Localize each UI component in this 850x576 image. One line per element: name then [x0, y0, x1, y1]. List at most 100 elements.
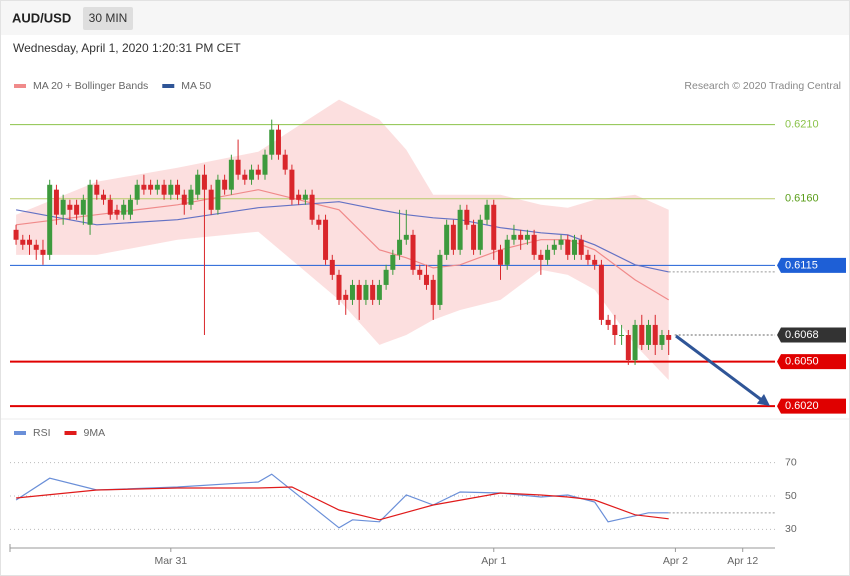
candle-body: [101, 194, 107, 200]
candle-body: [659, 335, 665, 345]
candle-body: [403, 234, 409, 240]
candle-body: [343, 294, 349, 300]
level-label-box: [777, 354, 846, 370]
x-tick-label: Apr 1: [481, 555, 506, 567]
candle-body: [289, 169, 295, 200]
candle-body: [444, 224, 450, 255]
y-tick-label: 70: [785, 456, 797, 468]
candle-body: [646, 324, 652, 345]
candle-body: [592, 259, 598, 265]
candle-body: [518, 234, 524, 240]
candle-body: [309, 194, 315, 220]
legend-swatch: [14, 431, 26, 435]
candle-body: [80, 199, 86, 215]
y-tick-label: 50: [785, 490, 797, 502]
bollinger-band: [16, 99, 669, 380]
candle-body: [228, 159, 234, 190]
candle-body: [356, 284, 362, 300]
candle-body: [336, 274, 342, 300]
candle-body: [612, 324, 618, 335]
candle-body: [40, 249, 46, 255]
candle-body: [585, 254, 591, 260]
level-label: 0.6020: [785, 400, 819, 412]
candle-body: [275, 129, 281, 155]
y-tick-label: 30: [785, 523, 797, 535]
candle-body: [33, 244, 39, 250]
candle-body: [329, 259, 335, 275]
candle-body: [619, 335, 625, 336]
x-tick-label: Apr 12: [727, 555, 758, 567]
interval-box[interactable]: [83, 7, 133, 30]
level-label-box: [777, 257, 846, 273]
legend-label: MA 20 + Bollinger Bands: [33, 80, 148, 92]
symbol: AUD/USD: [12, 10, 71, 25]
candle-body: [423, 274, 429, 285]
candle-body: [255, 169, 261, 175]
candle-body: [141, 184, 147, 190]
candle-body: [27, 239, 33, 245]
candle-body: [94, 184, 100, 195]
candle-body: [571, 239, 577, 255]
candle-body: [87, 184, 93, 225]
candle-body: [538, 254, 544, 260]
candle-body: [242, 174, 248, 180]
candle-body: [208, 189, 214, 210]
legend-label: RSI: [33, 427, 51, 439]
candle-body: [74, 204, 80, 215]
candle-body: [282, 154, 288, 170]
candle-body: [127, 199, 133, 215]
candle-body: [430, 279, 436, 305]
candle-body: [484, 204, 490, 220]
candle-body: [47, 184, 53, 255]
candle-body: [121, 204, 127, 215]
candle-body: [524, 234, 530, 240]
header-bar: [1, 1, 849, 35]
candle-body: [201, 174, 207, 190]
x-tick-label: Mar 31: [154, 555, 187, 567]
x-tick-label: Apr 2: [663, 555, 688, 567]
legend-label: MA 50: [181, 80, 211, 92]
candle-body: [181, 194, 187, 205]
candle-body: [20, 239, 26, 245]
candle-body: [598, 264, 604, 320]
series-line: [15, 473, 669, 529]
candle-body: [13, 229, 19, 240]
candle-body: [457, 209, 463, 250]
candle-body: [161, 184, 167, 195]
candle-body: [188, 189, 194, 205]
candle-body: [511, 234, 517, 240]
interval[interactable]: 30 MIN: [89, 11, 128, 25]
legend-swatch: [64, 431, 77, 435]
candle-body: [531, 234, 537, 255]
candle-body: [175, 184, 181, 195]
candle-body: [558, 239, 564, 245]
candle-body: [545, 249, 551, 260]
candle-body: [666, 335, 672, 340]
candle-body: [114, 209, 120, 215]
candle-body: [497, 249, 503, 265]
candle-body: [397, 239, 403, 255]
level-label: 0.6115: [785, 259, 818, 271]
candle-body: [249, 169, 255, 180]
candle-body: [168, 184, 174, 195]
level-label: 0.6050: [785, 356, 819, 368]
candle-body: [67, 204, 73, 210]
level-label: 0.6160: [785, 193, 819, 205]
level-label-box: [777, 398, 846, 414]
legend-swatch: [162, 84, 175, 88]
candle-body: [383, 269, 389, 285]
timestamp: Wednesday, April 1, 2020 1:20:31 PM CET: [13, 41, 241, 55]
candle-body: [302, 194, 308, 200]
candle-body: [235, 159, 241, 175]
candle-body: [450, 224, 456, 250]
legend-label: 9MA: [84, 427, 106, 439]
candle-body: [269, 129, 275, 155]
candle-body: [222, 179, 228, 190]
candle-body: [195, 174, 201, 195]
candle-body: [316, 219, 322, 225]
level-label-box: [777, 327, 846, 343]
series-line: [16, 486, 669, 521]
candle-body: [154, 184, 160, 190]
candle-body: [551, 244, 557, 250]
